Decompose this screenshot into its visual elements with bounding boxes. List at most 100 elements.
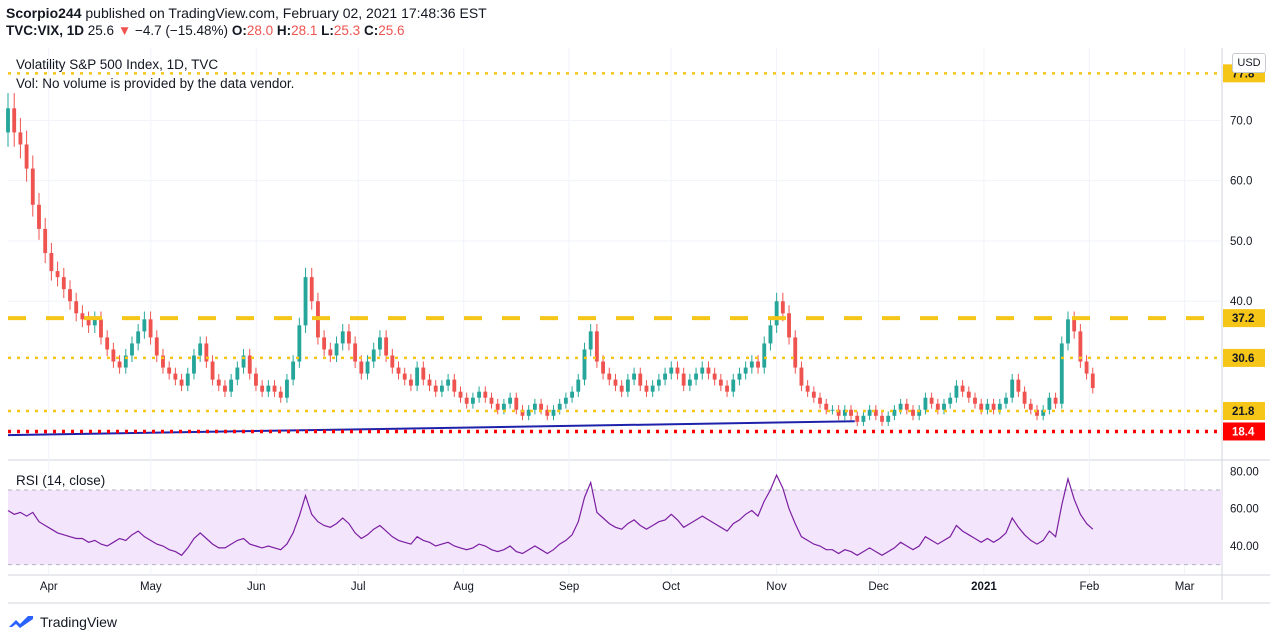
candle-body xyxy=(892,409,897,416)
candle-body xyxy=(328,349,333,356)
candle-body xyxy=(1004,397,1008,404)
candle-body xyxy=(563,397,568,404)
candle-body xyxy=(260,385,265,392)
candle-body xyxy=(322,337,327,350)
candle-body xyxy=(179,379,184,386)
candle-body xyxy=(266,385,271,392)
candle-body xyxy=(886,415,891,422)
candle-body xyxy=(873,409,878,416)
candle-body xyxy=(365,361,370,374)
candle-body xyxy=(638,373,643,386)
y-tick-label: 50.0 xyxy=(1230,236,1252,248)
candle-body xyxy=(210,361,215,380)
candle-body xyxy=(489,397,494,404)
candle-body xyxy=(656,379,661,386)
candle-body xyxy=(712,373,717,380)
candle-body xyxy=(161,355,165,368)
candle-body xyxy=(588,331,593,350)
candle-body xyxy=(594,331,599,362)
candle-body xyxy=(105,337,110,350)
candle-body xyxy=(6,108,10,133)
candle-body xyxy=(334,343,339,356)
candle-body xyxy=(86,319,91,326)
candle-body xyxy=(30,168,35,205)
candle-body xyxy=(991,403,996,410)
candle-body xyxy=(154,337,159,356)
candle-body xyxy=(867,409,872,416)
y-tick-label: 40.0 xyxy=(1230,296,1252,308)
candle-body xyxy=(421,367,426,380)
candle-body xyxy=(285,379,289,398)
candle-body xyxy=(793,337,798,368)
candle-body xyxy=(1090,373,1095,389)
level-tag xyxy=(1223,422,1265,441)
candle-body xyxy=(613,379,618,386)
candle-body xyxy=(61,277,66,290)
rsi-panel-title: RSI (14, close) xyxy=(16,473,106,488)
candle-body xyxy=(514,397,519,410)
candle-body xyxy=(762,343,767,368)
candle-body xyxy=(917,409,922,416)
candle-body xyxy=(836,409,841,416)
candle-body xyxy=(545,409,550,416)
x-tick-label: Apr xyxy=(40,581,58,593)
candle-body xyxy=(483,391,488,398)
candle-body xyxy=(904,403,909,410)
level-tag xyxy=(1223,348,1265,367)
candle-body xyxy=(458,391,463,398)
publish-info: published on TradingView.com, February 0… xyxy=(85,5,487,21)
candle-body xyxy=(805,385,810,392)
candle-body xyxy=(111,349,116,362)
high-value: 28.1 xyxy=(291,23,318,38)
close-label: C: xyxy=(363,23,379,38)
currency-button[interactable]: USD xyxy=(1232,53,1266,73)
candle-body xyxy=(43,228,48,253)
candle-body xyxy=(340,331,345,344)
candle-body xyxy=(1084,361,1089,374)
candle-body xyxy=(371,349,376,362)
low-label: L: xyxy=(321,23,334,38)
candle-body xyxy=(433,385,438,392)
level-tag-label: 18.4 xyxy=(1232,426,1255,438)
x-tick-label: Oct xyxy=(662,581,681,593)
candle-body xyxy=(780,301,785,314)
candle-body xyxy=(37,204,41,229)
candle-body xyxy=(960,385,965,392)
candle-body xyxy=(557,403,562,410)
candle-body xyxy=(811,391,816,398)
candle-body xyxy=(173,373,178,380)
candle-body xyxy=(148,319,153,338)
footer-brand[interactable]: TradingView xyxy=(8,614,117,630)
candle-body xyxy=(570,391,575,398)
candle-body xyxy=(849,409,853,416)
candle-body xyxy=(669,367,674,374)
candle-body xyxy=(966,391,971,398)
candle-body xyxy=(929,397,934,404)
candle-body xyxy=(737,373,742,380)
candle-body xyxy=(632,373,636,380)
candle-body xyxy=(1041,409,1046,416)
candle-body xyxy=(452,379,457,392)
candle-body xyxy=(985,403,990,410)
candle-body xyxy=(216,379,221,386)
candle-body xyxy=(1066,319,1070,344)
candle-body xyxy=(49,253,54,272)
candle-body xyxy=(743,367,748,374)
candle-body xyxy=(223,385,227,392)
publisher-name[interactable]: Scorpio244 xyxy=(6,5,82,21)
low-value: 25.3 xyxy=(333,23,361,38)
candle-body xyxy=(1035,409,1039,416)
y-tick-label: 70.0 xyxy=(1230,115,1252,127)
candle-body xyxy=(130,343,134,356)
down-arrow-icon: ▼ xyxy=(117,23,132,38)
x-tick-label: Aug xyxy=(453,581,473,593)
candle-body xyxy=(18,132,23,145)
level-tag xyxy=(1223,309,1265,328)
candle-body xyxy=(359,361,364,374)
candle-body xyxy=(80,313,85,320)
candle-body xyxy=(607,373,612,380)
candle-body xyxy=(539,403,544,410)
